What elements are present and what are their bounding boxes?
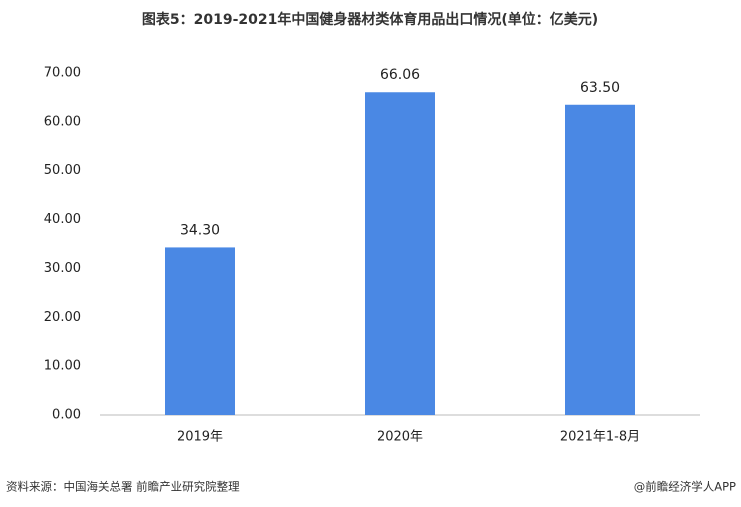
- value-label: 63.50: [580, 80, 620, 96]
- y-tick-label: 60.00: [44, 114, 81, 129]
- y-tick-label: 40.00: [44, 212, 81, 227]
- bar: [565, 104, 635, 415]
- x-tick-label: 2020年: [377, 430, 423, 445]
- y-tick-label: 70.00: [44, 66, 81, 81]
- source: 资料来源：中国海关总署 前瞻产业研究院整理: [6, 480, 240, 494]
- bar: [165, 247, 235, 415]
- y-tick-label: 10.00: [44, 359, 81, 374]
- y-tick-label: 20.00: [44, 310, 81, 325]
- y-tick-label: 50.00: [44, 163, 81, 178]
- y-tick-label: 0.00: [52, 408, 81, 423]
- value-label: 66.06: [380, 67, 420, 83]
- value-label: 34.30: [180, 222, 220, 238]
- brand: @前瞻经济学人APP: [634, 480, 736, 494]
- x-tick-label: 2019年: [177, 430, 223, 445]
- chart-title: 图表5：2019-2021年中国健身器材类体育用品出口情况(单位：亿美元): [142, 11, 598, 28]
- x-tick-label: 2021年1-8月: [560, 430, 640, 445]
- bar: [365, 92, 435, 415]
- y-tick-label: 30.00: [44, 261, 81, 276]
